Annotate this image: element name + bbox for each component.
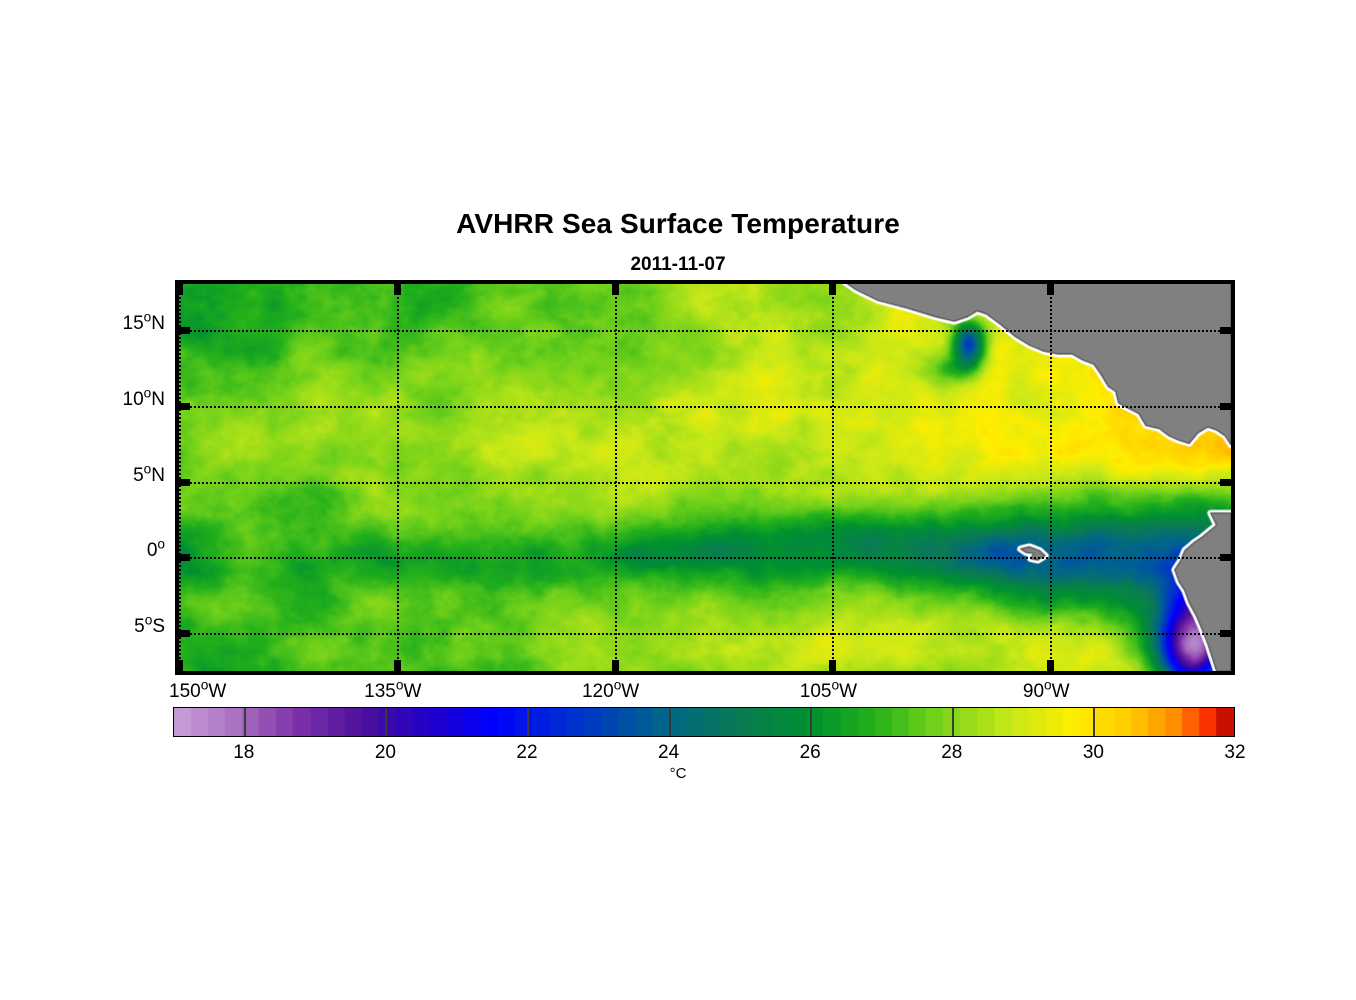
colorbar-tick-label: 28 — [941, 742, 963, 763]
sst-heatmap-canvas — [179, 284, 1231, 671]
x-axis-tick-label: 90oW — [1022, 677, 1070, 702]
x-tick-mark-top — [611, 284, 619, 295]
colorbar-tick-mark — [527, 708, 529, 736]
x-tick-mark-top — [829, 284, 837, 295]
y-axis-tick-label: 10oN — [122, 385, 165, 410]
y-tick-mark-right — [1220, 478, 1231, 486]
x-tick-mark-bottom — [179, 660, 183, 671]
colorbar-tick-label: 26 — [799, 742, 821, 763]
y-tick-mark-right — [1220, 326, 1231, 334]
colorbar-tick-label: 32 — [1224, 742, 1246, 763]
y-axis-tick-label: 15oN — [122, 309, 165, 334]
x-tick-mark-bottom — [1047, 660, 1055, 671]
colorbar-tick-mark — [1093, 708, 1096, 736]
y-tick-mark-left — [179, 402, 190, 410]
colorbar-tick-label: 22 — [516, 742, 538, 763]
colorbar-tick-mark — [810, 708, 813, 736]
colorbar-tick-label: 30 — [1082, 742, 1104, 763]
y-tick-mark-left — [179, 326, 190, 334]
x-tick-mark-top — [1047, 284, 1055, 295]
colorbar-tick-mark — [385, 708, 388, 736]
y-tick-mark-right — [1220, 554, 1231, 562]
y-tick-mark-right — [1220, 630, 1231, 638]
x-axis-tick-label: 135oW — [364, 677, 422, 702]
y-axis-tick-label: 5oN — [133, 461, 165, 486]
y-tick-mark-left — [179, 478, 190, 486]
y-tick-mark-right — [1220, 402, 1231, 410]
figure-title: AVHRR Sea Surface Temperature — [456, 208, 900, 239]
colorbar-tick-mark — [951, 708, 954, 736]
x-axis-tick-label: 150oW — [169, 677, 227, 702]
y-tick-mark-left — [179, 630, 190, 638]
figure-subtitle: 2011-11-07 — [630, 254, 726, 275]
x-tick-mark-top — [179, 284, 183, 295]
y-axis-tick-label: 0o — [146, 537, 165, 562]
colorbar-tick-label: 24 — [658, 742, 680, 763]
y-axis-tick-label: 5oS — [134, 613, 165, 638]
x-tick-mark-bottom — [829, 660, 837, 671]
x-tick-mark-bottom — [611, 660, 619, 671]
colorbar-tick-label: 18 — [233, 742, 255, 763]
x-tick-mark-top — [393, 284, 401, 295]
colorbar-tick-mark — [668, 708, 671, 736]
x-axis-tick-label: 120oW — [581, 677, 640, 702]
colorbar-unit-label: °C — [669, 765, 687, 782]
x-tick-mark-bottom — [393, 660, 401, 671]
colorbar-gradient-canvas — [174, 708, 1234, 736]
colorbar-tick-mark — [243, 708, 246, 736]
colorbar-tick-label: 20 — [374, 742, 396, 763]
colorbar — [173, 707, 1235, 737]
x-axis-tick-label: 105oW — [799, 677, 858, 702]
y-tick-mark-left — [179, 554, 190, 562]
sst-map-plot — [175, 280, 1235, 675]
